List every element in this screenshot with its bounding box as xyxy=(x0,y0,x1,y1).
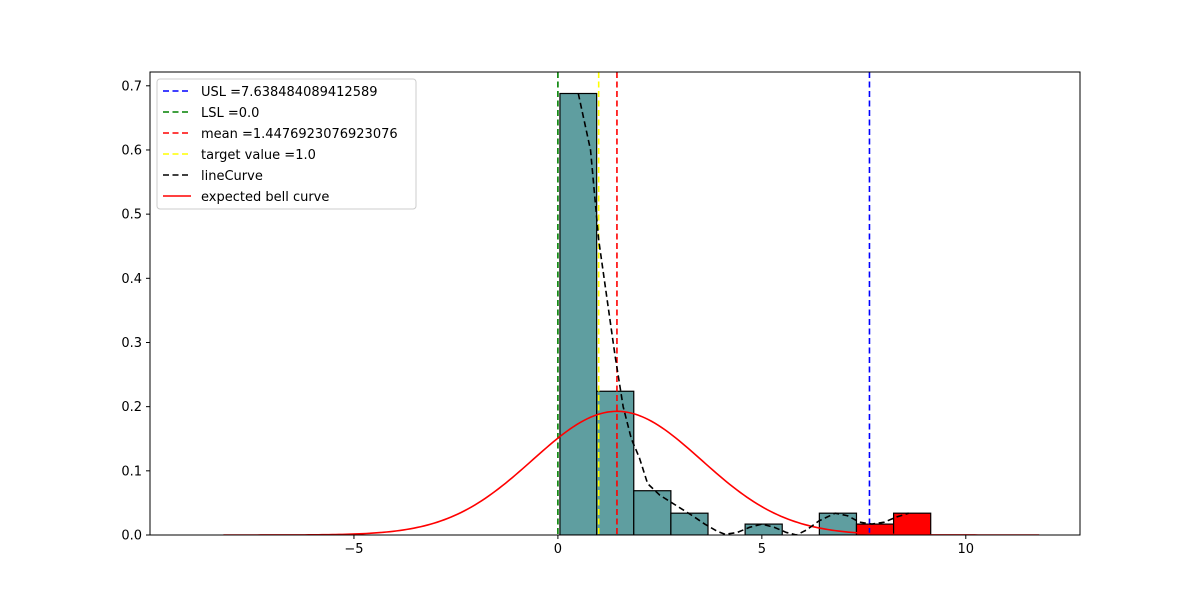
legend-label: USL =7.638484089412589 xyxy=(201,85,378,100)
x-tick-label: 0 xyxy=(554,542,562,557)
legend: USL =7.638484089412589 LSL =0.0 mean =1.44… xyxy=(156,78,417,210)
plot-content xyxy=(223,72,1040,535)
legend-label: lineCurve xyxy=(201,169,263,184)
plot-area xyxy=(223,72,1040,535)
x-tick-label: 5 xyxy=(758,542,766,557)
histogram-bar xyxy=(892,512,932,535)
axes: −5 0 5 10 0.0 0.1 0.2 0.3 0.4 0.5 0.6 0.7 xyxy=(121,71,1081,557)
histogram-bar xyxy=(670,512,709,535)
y-tick-label: 0.3 xyxy=(121,336,142,351)
y-tick-label: 0.0 xyxy=(121,529,142,544)
histogram-bar xyxy=(596,390,635,535)
y-tick-label: 0.6 xyxy=(121,143,142,158)
legend-box xyxy=(156,78,417,210)
legend-label: target value =1.0 xyxy=(201,148,316,163)
histogram-bar xyxy=(559,92,598,535)
histogram-bar xyxy=(744,523,783,535)
legend-label: expected bell curve xyxy=(201,190,329,205)
legend-label: mean =1.4476923076923076 xyxy=(201,127,398,142)
y-tick-label: 0.2 xyxy=(121,400,142,415)
histogram-bar xyxy=(633,490,672,535)
legend-label: LSL =0.0 xyxy=(201,106,259,121)
axes-frame xyxy=(149,71,1081,536)
y-tick-label: 0.4 xyxy=(121,272,142,287)
x-tick-label: 10 xyxy=(958,542,975,557)
x-tick-label: −5 xyxy=(344,542,363,557)
y-tick-label: 0.7 xyxy=(121,79,142,94)
y-tick-label: 0.5 xyxy=(121,208,142,223)
line-curve xyxy=(577,93,909,535)
y-tick-label: 0.1 xyxy=(121,464,142,479)
